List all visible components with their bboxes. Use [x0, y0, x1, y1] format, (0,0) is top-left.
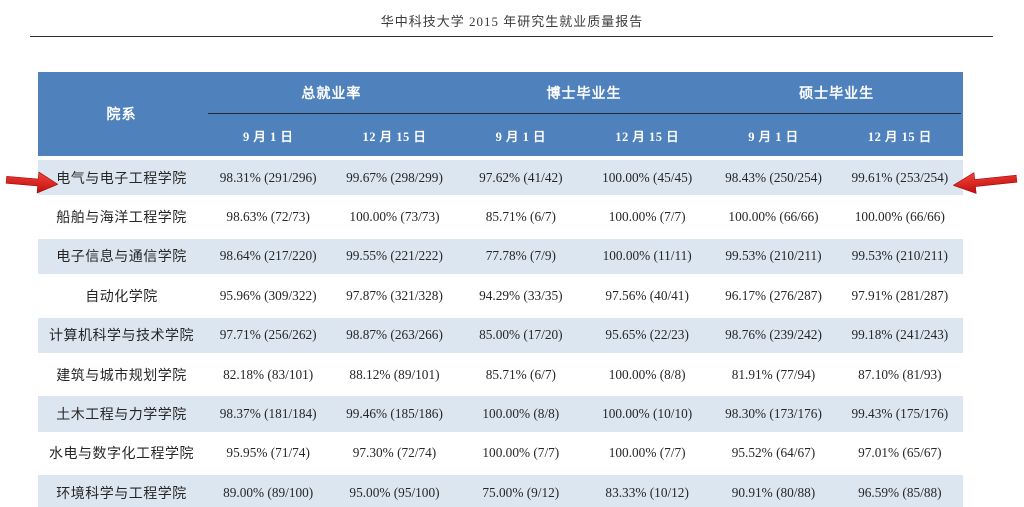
value-cell: 77.78% (7/9)	[485, 248, 556, 264]
document-header-title: 华中科技大学 2015 年研究生就业质量报告	[380, 14, 644, 29]
value-cell: 98.76% (239/242)	[725, 327, 822, 343]
subheader-date: 9 月 1 日	[748, 129, 799, 144]
value-cell: 94.29% (33/35)	[479, 287, 563, 303]
value-cell: 100.00% (7/7)	[608, 445, 686, 461]
value-cell: 99.53% (210/211)	[725, 248, 822, 264]
value-cell: 99.61% (253/254)	[851, 169, 949, 185]
value-cell: 100.00% (11/11)	[602, 248, 692, 264]
value-cell: 100.00% (8/8)	[608, 366, 686, 382]
value-cell: 95.96% (309/322)	[219, 287, 317, 303]
subheader-date: 12 月 15 日	[867, 129, 932, 144]
table-row: 土木工程与力学学院 98.37% (181/184) 99.46% (185/186…	[38, 396, 963, 432]
table-row: 自动化学院 95.96% (309/322) 97.87% (321/328) 94.…	[38, 278, 963, 313]
value-cell: 97.30% (72/74)	[352, 445, 437, 461]
value-cell: 100.00% (45/45)	[602, 169, 693, 185]
value-cell: 95.00% (95/100)	[349, 484, 440, 500]
value-cell: 100.00% (73/73)	[349, 209, 440, 225]
subheader-date: 12 月 15 日	[362, 129, 427, 144]
value-cell: 100.00% (66/66)	[854, 209, 945, 225]
value-cell: 98.64% (217/220)	[219, 248, 317, 264]
group-header-row: 总就业率 博士毕业生 硕士毕业生	[205, 72, 963, 114]
value-cell: 97.71% (256/262)	[219, 327, 317, 343]
value-cell: 99.46% (185/186)	[346, 406, 443, 422]
value-cell: 81.91% (77/94)	[731, 366, 816, 382]
value-cell: 98.87% (263/266)	[346, 327, 443, 343]
value-cell: 85.00% (17/20)	[479, 327, 563, 343]
value-cell: 95.65% (22/23)	[605, 327, 689, 343]
value-cell: 85.71% (6/7)	[485, 366, 556, 382]
value-cell: 97.91% (281/287)	[851, 287, 949, 303]
subheader-row: 9 月 1 日 12 月 15 日 9 月 1 日 12 月 15 日 9 月 …	[205, 114, 963, 156]
value-cell: 98.43% (250/254)	[725, 169, 822, 185]
red-arrow-right-icon	[952, 172, 1018, 194]
value-cell: 99.55% (221/222)	[346, 248, 443, 264]
department-cell: 自动化学院	[85, 289, 158, 305]
value-cell: 100.00% (8/8)	[482, 406, 560, 422]
header-divider-line	[208, 113, 961, 114]
red-arrow-left-icon	[5, 171, 59, 194]
subheader-date: 9 月 1 日	[242, 129, 294, 144]
value-cell: 98.31% (291/296)	[219, 169, 317, 185]
value-cell: 85.71% (6/7)	[485, 209, 556, 225]
value-cell: 88.12% (89/101)	[349, 366, 440, 382]
value-cell: 99.18% (241/243)	[851, 327, 949, 343]
value-cell: 83.33% (10/12)	[605, 484, 689, 500]
value-cell: 98.30% (173/176)	[725, 406, 822, 422]
value-cell: 75.00% (9/12)	[482, 484, 560, 500]
group-header-master-graduates: 硕士毕业生	[799, 87, 875, 102]
value-cell: 90.91% (80/88)	[731, 484, 816, 500]
subheader-date: 12 月 15 日	[615, 129, 680, 144]
department-cell: 环境科学与工程学院	[56, 486, 187, 502]
table-row: 计算机科学与技术学院 97.71% (256/262) 98.87% (263/26…	[38, 317, 963, 353]
group-header-total-employment: 总就业率	[301, 87, 362, 102]
value-cell: 100.00% (7/7)	[482, 445, 560, 461]
group-header-phd-graduates: 博士毕业生	[546, 87, 622, 102]
value-cell: 87.10% (81/93)	[858, 366, 942, 382]
department-cell: 土木工程与力学学院	[56, 408, 187, 424]
header-rule	[30, 36, 993, 37]
value-cell: 96.59% (85/88)	[858, 484, 942, 500]
value-cell: 100.00% (10/10)	[602, 406, 693, 422]
table-row: 船舶与海洋工程学院 98.63% (72/73) 100.00% (73/73) 85…	[38, 199, 963, 234]
department-cell: 建筑与城市规划学院	[56, 368, 187, 384]
department-cell: 计算机科学与技术学院	[49, 329, 194, 345]
value-cell: 98.37% (181/184)	[219, 406, 317, 422]
value-cell: 100.00% (7/7)	[608, 209, 686, 225]
value-cell: 97.87% (321/328)	[346, 287, 443, 303]
value-cell: 99.53% (210/211)	[851, 248, 948, 264]
table-row: 电气与电子工程学院 98.31% (291/296) 99.67% (298/299…	[38, 160, 963, 196]
department-cell: 电气与电子工程学院	[56, 171, 187, 187]
value-cell: 89.00% (89/100)	[223, 484, 314, 500]
value-cell: 96.17% (276/287)	[725, 287, 822, 303]
department-cell: 电子信息与通信学院	[56, 250, 187, 266]
table-row: 环境科学与工程学院 89.00% (89/100) 95.00% (95/100) 7…	[38, 475, 963, 507]
department-cell: 船舶与海洋工程学院	[56, 211, 187, 227]
value-cell: 98.63% (72/73)	[226, 209, 310, 225]
column-header-department: 院系	[106, 108, 137, 123]
value-cell: 97.56% (40/41)	[605, 287, 689, 303]
department-cell: 水电与数字化工程学院	[49, 447, 194, 463]
subheader-date: 9 月 1 日	[495, 129, 547, 144]
value-cell: 97.62% (41/42)	[479, 169, 563, 185]
value-cell: 100.00% (66/66)	[728, 209, 819, 225]
table-body: 电气与电子工程学院 98.31% (291/296) 99.67% (298/299…	[38, 160, 963, 507]
value-cell: 99.43% (175/176)	[851, 406, 949, 422]
table-header: 院系 总就业率 博士毕业生 硕士毕业生 9 月 1 日 12 月 15 日 9 …	[38, 72, 963, 156]
value-cell: 97.01% (65/67)	[858, 445, 942, 461]
table-row: 电子信息与通信学院 98.64% (217/220) 99.55% (221/222…	[38, 238, 963, 275]
employment-table: 院系 总就业率 博士毕业生 硕士毕业生 9 月 1 日 12 月 15 日 9 …	[38, 72, 963, 507]
value-cell: 95.95% (71/74)	[226, 445, 310, 461]
table-row: 建筑与城市规划学院 82.18% (83/101) 88.12% (89/101) 8…	[38, 357, 963, 392]
table-row: 水电与数字化工程学院 95.95% (71/74) 97.30% (72/74) 10…	[38, 436, 963, 471]
value-cell: 82.18% (83/101)	[223, 366, 314, 382]
value-cell: 99.67% (298/299)	[346, 169, 443, 185]
value-cell: 95.52% (64/67)	[731, 445, 816, 461]
